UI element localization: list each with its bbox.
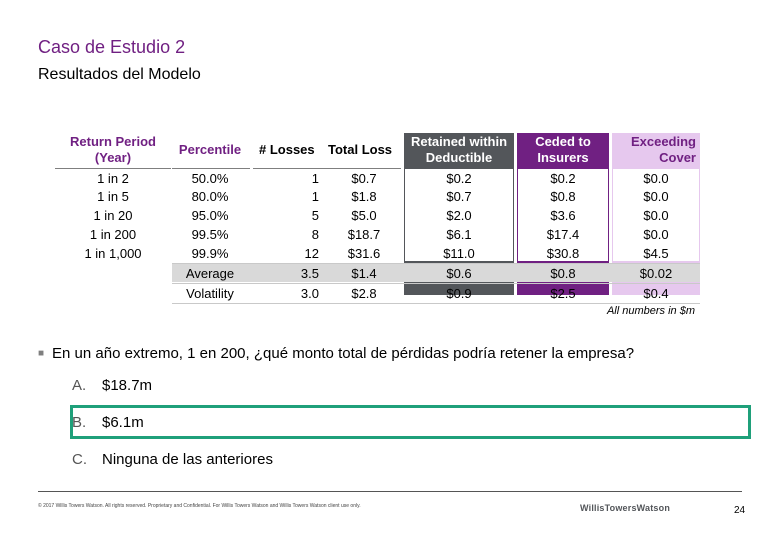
option-text: Ninguna de las anteriores — [102, 451, 273, 468]
cell-losses: 8 — [311, 227, 319, 242]
slide-subtitle: Resultados del Modelo — [38, 66, 201, 83]
page-number: 24 — [734, 505, 746, 516]
cell-retained: $0.2 — [446, 171, 472, 186]
cell-exceeding: $0.0 — [643, 208, 669, 223]
cell-total-loss: $5.0 — [351, 208, 377, 223]
option-letter: C. — [72, 451, 87, 468]
option-c[interactable]: C. Ninguna de las anteriores — [72, 451, 273, 468]
slide-title: Caso de Estudio 2 — [38, 37, 186, 57]
cell-return-period: 1 in 2 — [97, 171, 129, 186]
cell-retained: $11.0 — [443, 246, 475, 261]
header-percentile: Percentile — [178, 142, 242, 157]
bullet-icon: ■ — [38, 348, 45, 359]
cell-percentile: 80.0% — [191, 189, 229, 204]
units-note: All numbers in $m — [606, 305, 695, 317]
cell-losses: 12 — [304, 246, 319, 261]
company-logo: WillisTowersWatson — [580, 503, 671, 513]
option-text: $18.7m — [102, 377, 153, 394]
cell-ceded: $30.8 — [546, 246, 580, 261]
cell-losses: 1 — [311, 189, 319, 204]
cell-return-period: 1 in 200 — [89, 227, 137, 242]
summary-losses: 3.5 — [300, 266, 319, 281]
cell-percentile: 99.5% — [191, 227, 229, 242]
cell-ceded: $0.8 — [550, 189, 576, 204]
answer-highlight — [70, 405, 751, 439]
cell-total-loss: $1.8 — [351, 189, 377, 204]
summary-total-loss: $1.4 — [351, 266, 377, 281]
header-return-period: Return Period (Year) — [70, 134, 156, 165]
cell-percentile: 99.9% — [191, 246, 229, 261]
question: ■ En un año extremo, 1 en 200, ¿qué monto… — [38, 345, 634, 362]
summary-label: Volatility — [186, 286, 234, 301]
summary-label: Average — [185, 266, 235, 281]
summary-retained: $0.6 — [446, 266, 472, 281]
results-table: Return Period (Year) Percentile # Losses… — [55, 133, 701, 313]
cell-percentile: 50.0% — [191, 171, 229, 186]
header-losses: # Losses — [259, 142, 315, 157]
cell-total-loss: $18.7 — [347, 227, 381, 242]
summary-losses: 3.0 — [300, 286, 319, 301]
summary-retained: $0.9 — [446, 286, 472, 301]
option-letter: B. — [72, 414, 87, 431]
cell-return-period: 1 in 1,000 — [84, 246, 142, 261]
summary-ceded: $0.8 — [550, 266, 576, 281]
summary-total-loss: $2.8 — [351, 286, 377, 301]
average-row-band — [172, 264, 700, 282]
cell-losses: 1 — [311, 171, 319, 186]
cell-retained: $0.7 — [446, 189, 472, 204]
summary-exceeding: $0.4 — [643, 286, 669, 301]
cell-total-loss: $0.7 — [351, 171, 377, 186]
cell-retained: $6.1 — [446, 227, 472, 242]
cell-ceded: $17.4 — [546, 227, 580, 242]
cell-percentile: 95.0% — [191, 208, 229, 223]
header-retained: Retained within Deductible — [404, 133, 514, 167]
cell-ceded: $3.6 — [550, 208, 576, 223]
header-total-loss: Total Loss — [328, 142, 393, 157]
summary-ceded: $2.5 — [550, 286, 576, 301]
header-exceeding: Exceeding Cover — [612, 133, 700, 167]
footer-divider — [38, 491, 742, 492]
cell-return-period: 1 in 5 — [97, 189, 129, 204]
cell-ceded: $0.2 — [550, 171, 576, 186]
footer-copyright: © 2017 Willis Towers Watson. All rights … — [38, 503, 361, 509]
option-text: $6.1m — [102, 414, 144, 431]
question-text: En un año extremo, 1 en 200, ¿qué monto … — [52, 345, 635, 362]
cell-exceeding: $0.0 — [643, 171, 669, 186]
cell-return-period: 1 in 20 — [93, 208, 133, 223]
cell-retained: $2.0 — [446, 208, 472, 223]
option-a[interactable]: A. $18.7m — [72, 377, 152, 394]
summary-exceeding: $0.02 — [639, 266, 673, 281]
header-ceded: Ceded to Insurers — [517, 133, 609, 167]
cell-losses: 5 — [311, 208, 319, 223]
cell-total-loss: $31.6 — [347, 246, 381, 261]
cell-exceeding: $0.0 — [643, 189, 669, 204]
cell-exceeding: $0.0 — [643, 227, 669, 242]
cell-exceeding: $4.5 — [643, 246, 669, 261]
option-b[interactable]: B. $6.1m — [72, 414, 144, 431]
option-letter: A. — [72, 377, 87, 394]
